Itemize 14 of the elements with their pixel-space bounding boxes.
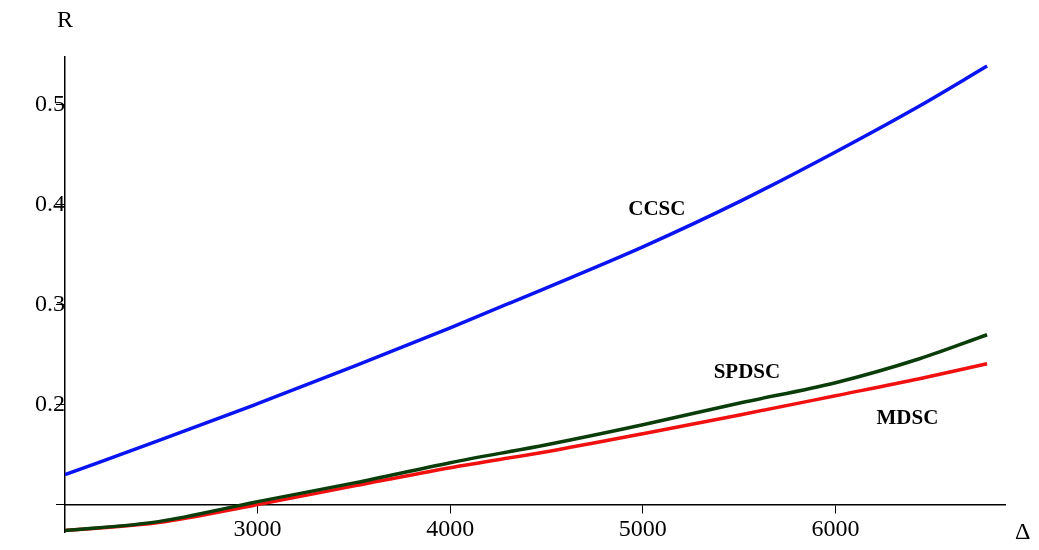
x-tick-label: 6000 [811, 515, 860, 542]
series-label: CCSC [628, 196, 686, 221]
series-label: MDSC [876, 405, 939, 430]
y-tick-label: 0.4 [35, 190, 65, 217]
x-tick-label: 3000 [233, 515, 282, 542]
x-tick-label: 5000 [618, 515, 667, 542]
y-tick-label: 0.2 [35, 390, 65, 416]
x-tick-label: 4000 [426, 515, 475, 542]
y-axis-title: R [56, 6, 74, 33]
y-tick-label: 0.5 [35, 90, 65, 117]
line-series [65, 64, 989, 477]
x-axis-title: Δ [1015, 517, 1031, 544]
series-label: SPDSC [713, 359, 781, 384]
y-tick-label: 0.3 [35, 290, 65, 317]
